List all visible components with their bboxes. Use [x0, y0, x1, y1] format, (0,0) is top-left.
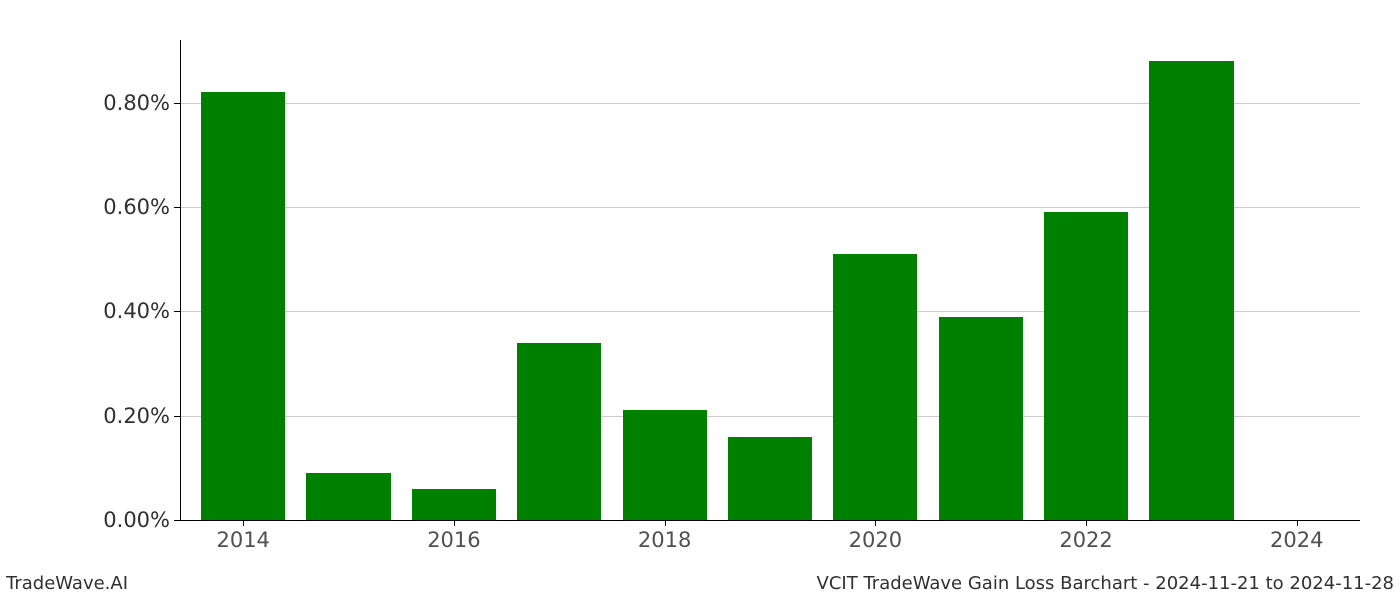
y-tick-label: 0.60%: [103, 195, 180, 219]
x-axis-line: [180, 520, 1360, 521]
bar: [728, 437, 812, 520]
bar: [1149, 61, 1233, 520]
bar: [623, 410, 707, 520]
bar: [833, 254, 917, 520]
bar: [517, 343, 601, 520]
x-tick-label: 2014: [216, 520, 269, 552]
x-tick-label: 2016: [427, 520, 480, 552]
bar: [306, 473, 390, 520]
bar: [939, 317, 1023, 520]
footer-left-text: TradeWave.AI: [6, 573, 128, 594]
y-axis-line: [180, 40, 181, 520]
x-tick-label: 2018: [638, 520, 691, 552]
plot-area: 0.00%0.20%0.40%0.60%0.80%201420162018202…: [180, 40, 1360, 520]
bar: [412, 489, 496, 520]
y-tick-label: 0.20%: [103, 404, 180, 428]
x-tick-label: 2020: [849, 520, 902, 552]
footer-right-text: VCIT TradeWave Gain Loss Barchart - 2024…: [817, 573, 1394, 594]
y-tick-label: 0.80%: [103, 91, 180, 115]
x-tick-label: 2022: [1059, 520, 1112, 552]
y-tick-label: 0.40%: [103, 299, 180, 323]
bar: [201, 92, 285, 520]
bar: [1044, 212, 1128, 520]
x-tick-label: 2024: [1270, 520, 1323, 552]
chart-container: 0.00% 0.20% 0.40% 0.60% 0.80% 2014 2016 2018 202…: [0, 0, 1400, 600]
y-tick-label: 0.00%: [103, 508, 180, 532]
